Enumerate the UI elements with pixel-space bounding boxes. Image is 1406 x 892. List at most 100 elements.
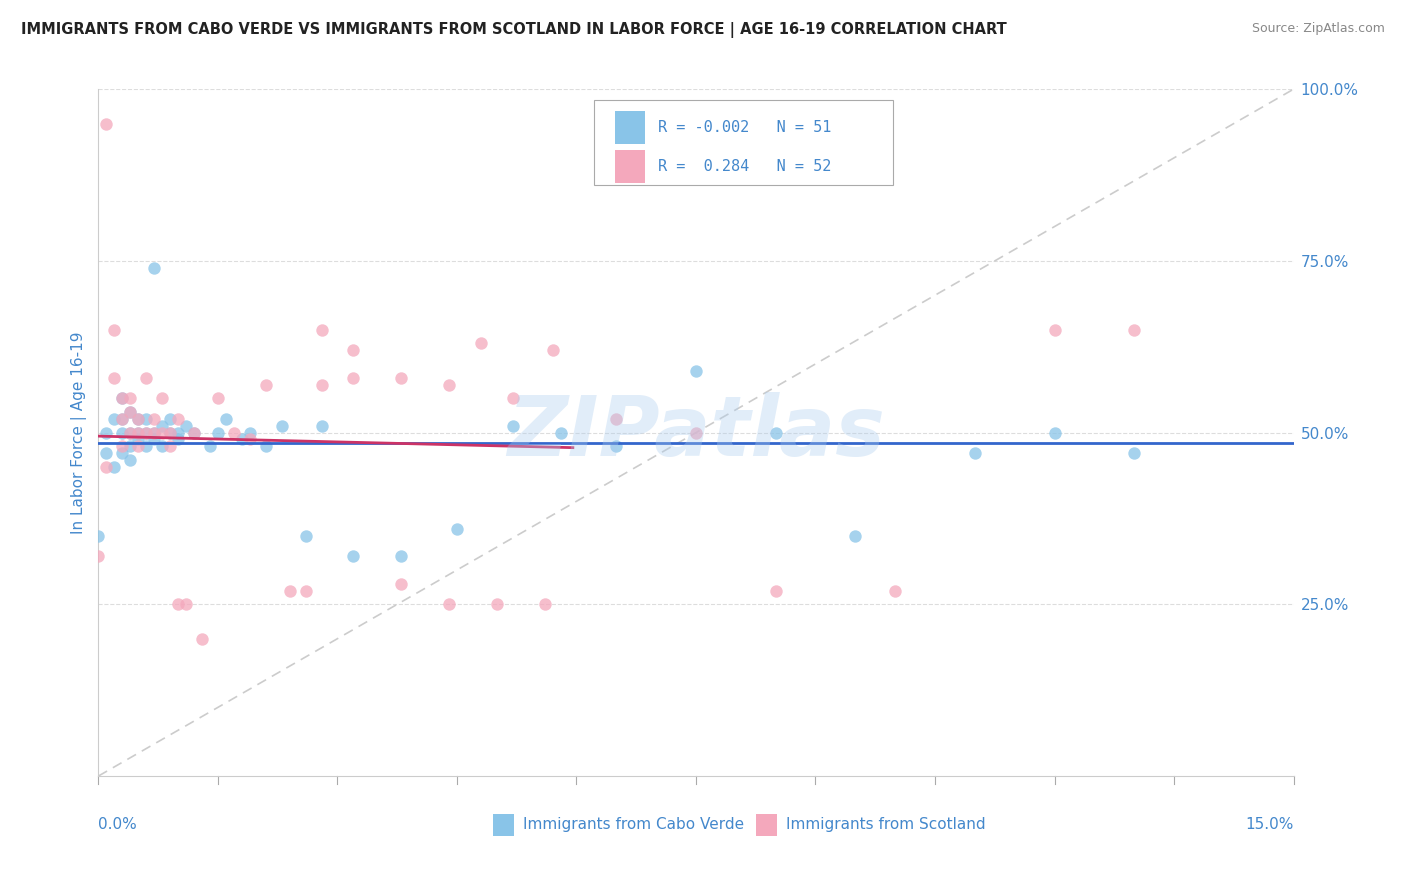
Point [239,433,262,447]
Point [685,425,707,440]
Point [87,549,110,564]
Point [167,412,190,426]
Point [159,425,181,440]
Point [254,377,277,392]
Point [127,439,149,453]
Point [685,364,707,378]
Point [111,391,134,405]
Point [963,446,986,460]
Point [605,439,627,453]
Point [311,377,333,392]
Point [294,583,316,598]
Point [150,391,173,405]
Point [111,425,134,440]
Point [120,439,142,453]
Point [159,439,181,453]
Bar [614,112,644,145]
Point [135,425,157,440]
Point [389,549,412,564]
Point [127,425,149,440]
Point [111,412,134,426]
Point [174,598,197,612]
Text: R = -0.002   N = 51: R = -0.002 N = 51 [658,120,831,135]
Point [143,412,166,426]
Point [167,433,190,447]
Point [135,370,157,384]
Point [239,425,262,440]
Text: 0.0%: 0.0% [98,817,138,832]
Point [765,583,787,598]
Point [502,418,524,433]
Point [103,322,125,336]
Point [150,439,173,453]
Point [167,598,190,612]
Point [127,412,149,426]
Point [844,528,866,542]
Point [437,598,460,612]
Point [96,116,118,130]
Point [765,425,787,440]
Point [87,528,110,542]
Point [143,425,166,440]
Point [135,425,157,440]
Text: Immigrants from Cabo Verde: Immigrants from Cabo Verde [523,817,744,832]
Text: Source: ZipAtlas.com: Source: ZipAtlas.com [1251,22,1385,36]
Point [207,425,229,440]
Point [389,576,412,591]
Point [342,343,364,358]
Point [533,598,555,612]
Point [120,425,142,440]
Bar [756,814,778,836]
Point [1123,322,1146,336]
Point [311,418,333,433]
Point [191,632,214,646]
Point [111,446,134,460]
FancyBboxPatch shape [595,100,893,186]
Point [120,405,142,419]
Point [150,425,173,440]
Point [470,336,492,351]
Point [174,418,197,433]
Text: IMMIGRANTS FROM CABO VERDE VS IMMIGRANTS FROM SCOTLAND IN LABOR FORCE | AGE 16-1: IMMIGRANTS FROM CABO VERDE VS IMMIGRANTS… [21,22,1007,38]
Point [183,425,205,440]
Point [270,418,292,433]
Point [215,412,238,426]
Point [311,322,333,336]
Point [96,446,118,460]
Text: ZIPatlas: ZIPatlas [508,392,884,473]
Text: R =  0.284   N = 52: R = 0.284 N = 52 [658,159,831,174]
Point [485,598,508,612]
Point [207,391,229,405]
Point [103,460,125,475]
Point [183,425,205,440]
Point [103,412,125,426]
Point [231,433,253,447]
Point [1123,446,1146,460]
Point [111,391,134,405]
Point [159,425,181,440]
Text: Immigrants from Scotland: Immigrants from Scotland [786,817,986,832]
Point [120,391,142,405]
Point [127,412,149,426]
Point [198,439,221,453]
Point [502,391,524,405]
Text: 15.0%: 15.0% [1246,817,1294,832]
Y-axis label: In Labor Force | Age 16-19: In Labor Force | Age 16-19 [72,331,87,534]
Point [143,433,166,447]
Point [541,343,564,358]
Point [446,522,468,536]
Point [120,425,142,440]
Point [278,583,301,598]
Point [884,583,907,598]
Point [254,439,277,453]
Point [294,528,316,542]
Point [167,425,190,440]
Point [111,412,134,426]
Point [96,460,118,475]
Point [143,425,166,440]
Point [1043,425,1066,440]
Bar [614,150,644,183]
Point [342,549,364,564]
Point [159,412,181,426]
Point [143,260,166,275]
